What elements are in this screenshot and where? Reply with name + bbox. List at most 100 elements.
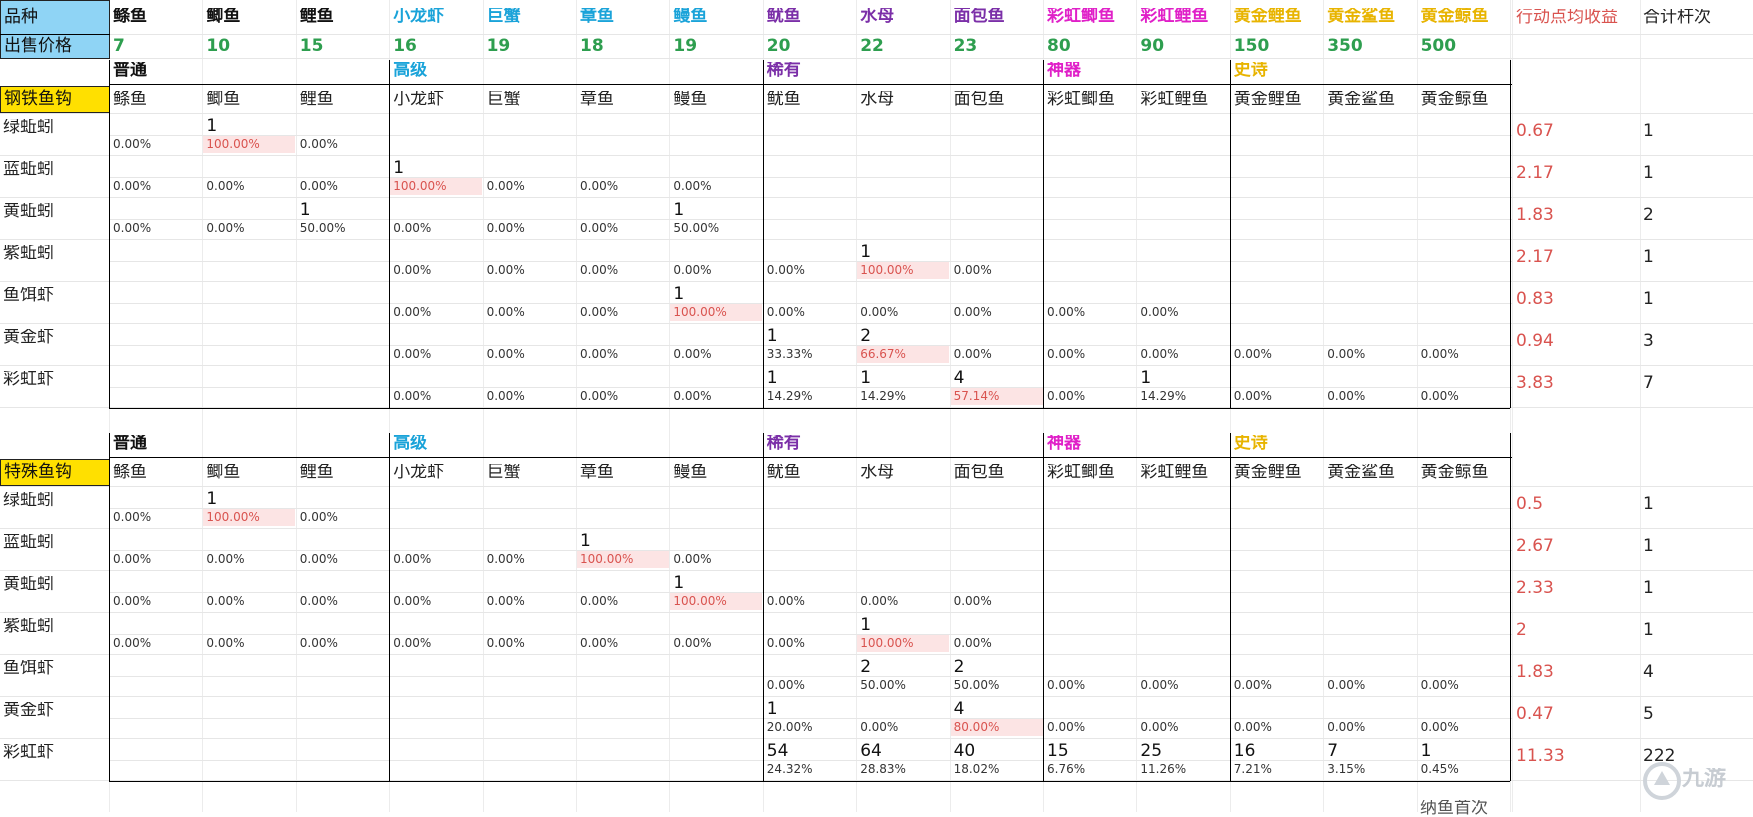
- catch-percent: 50.00%: [673, 221, 720, 235]
- catch-percent: 0.00%: [766, 263, 805, 277]
- catch-percent: 0.00%: [486, 305, 525, 319]
- fish-name-header: 鱿鱼: [766, 8, 801, 25]
- catch-percent: 0.00%: [486, 347, 525, 361]
- tier-label: 稀有: [766, 62, 801, 79]
- catch-percent: 0.00%: [1140, 347, 1179, 361]
- catch-percent: 0.00%: [580, 263, 619, 277]
- hook-label-box: [0, 459, 110, 486]
- fish-name-header: 鲫鱼: [206, 8, 241, 25]
- grid-line: [1640, 0, 1641, 812]
- grid-line: [109, 177, 1512, 178]
- column-name: 鲫鱼: [206, 464, 241, 481]
- grid-line: [1416, 0, 1418, 812]
- fish-name-header: 章鱼: [580, 8, 614, 25]
- column-name: 章鱼: [580, 464, 614, 481]
- catch-percent: 0.00%: [580, 221, 619, 235]
- avg-income-header: 行动点均收益: [1516, 9, 1618, 26]
- catch-percent: 100.00%: [670, 593, 763, 610]
- column-name: 黄金鲸鱼: [1420, 91, 1489, 108]
- catch-count: 1: [673, 202, 685, 219]
- column-name: 彩虹鲫鱼: [1047, 464, 1115, 481]
- grid-line: [0, 528, 1753, 529]
- catch-percent: 50.00%: [860, 678, 906, 692]
- grid-line: [109, 634, 1512, 635]
- grid-line: [109, 408, 1510, 409]
- fish-price: 16: [393, 38, 417, 55]
- catch-percent: 0.00%: [393, 552, 432, 566]
- catch-percent: 3.15%: [1327, 762, 1366, 776]
- catch-count: 1: [393, 160, 405, 177]
- catch-count: 1: [1420, 743, 1432, 760]
- catch-percent: 0.00%: [206, 552, 245, 566]
- fish-price: 10: [206, 38, 231, 55]
- grid-line: [0, 155, 1753, 156]
- column-name: 巨蟹: [486, 91, 521, 108]
- avg-income-value: 2.17: [1516, 249, 1554, 266]
- catch-percent: 0.00%: [299, 179, 338, 193]
- grid-line: [1229, 60, 1231, 408]
- grid-line: [0, 738, 1753, 739]
- column-name: 黄金鲸鱼: [1420, 464, 1489, 481]
- header-label-box: [0, 0, 110, 59]
- fish-name-header: 彩虹鲫鱼: [1047, 8, 1115, 25]
- column-name: 鳗鱼: [673, 464, 708, 481]
- fish-price: 22: [860, 38, 884, 55]
- catch-percent: 0.00%: [1047, 720, 1086, 734]
- fish-price: 90: [1140, 38, 1165, 55]
- grid-line: [109, 219, 1512, 220]
- catch-percent: 0.00%: [393, 347, 432, 361]
- column-name: 小龙虾: [393, 464, 445, 481]
- total-rods-value: 2: [1643, 207, 1654, 224]
- catch-percent: 0.00%: [1140, 678, 1179, 692]
- catch-percent: 0.00%: [1140, 720, 1179, 734]
- catch-percent: 0.00%: [1233, 389, 1272, 403]
- grid-line: [0, 323, 1753, 324]
- catch-percent: 0.00%: [673, 263, 712, 277]
- grid-line: [1043, 433, 1044, 781]
- catch-percent: 0.00%: [486, 263, 525, 277]
- grid-line: [949, 0, 951, 812]
- catch-percent: 0.00%: [1420, 389, 1459, 403]
- bait-label: 黄金虾: [3, 329, 54, 346]
- catch-percent: 0.00%: [673, 389, 712, 403]
- grid-line: [1043, 60, 1044, 408]
- catch-percent: 0.00%: [1233, 720, 1272, 734]
- catch-percent: 0.00%: [766, 305, 805, 319]
- total-rods-value: 1: [1643, 580, 1654, 597]
- grid-line: [0, 654, 1753, 655]
- column-name: 小龙虾: [393, 91, 445, 108]
- grid-line: [0, 780, 1753, 781]
- catch-count: 2: [953, 659, 965, 676]
- catch-count: 1: [299, 202, 311, 219]
- catch-percent: 0.00%: [580, 636, 619, 650]
- column-name: 鲤鱼: [299, 464, 334, 481]
- catch-percent: 24.32%: [766, 762, 813, 776]
- header-price-label: 出售价格: [0, 34, 109, 58]
- column-name: 鲦鱼: [113, 464, 147, 481]
- catch-count: 1: [206, 491, 218, 508]
- catch-percent: 0.00%: [860, 720, 899, 734]
- avg-income-value: 0.5: [1516, 496, 1544, 513]
- fish-price: 18: [580, 38, 604, 55]
- grid-line: [202, 0, 204, 812]
- grid-line: [0, 486, 1753, 487]
- catch-percent: 0.00%: [113, 510, 152, 524]
- catch-percent: 0.00%: [393, 221, 432, 235]
- catch-percent: 0.00%: [299, 552, 338, 566]
- total-rods-value: 5: [1643, 706, 1654, 723]
- grid-line: [109, 433, 110, 781]
- catch-percent: 0.00%: [113, 636, 152, 650]
- catch-percent: 0.00%: [113, 137, 152, 151]
- column-name: 彩虹鲤鱼: [1140, 91, 1209, 108]
- catch-percent: 0.00%: [580, 347, 619, 361]
- avg-income-value: 2.33: [1516, 580, 1554, 597]
- fish-name-header: 彩虹鲤鱼: [1140, 8, 1209, 25]
- catch-percent: 0.00%: [1420, 347, 1459, 361]
- fish-price: 350: [1327, 38, 1363, 55]
- catch-count: 1: [580, 533, 591, 550]
- grid-line: [0, 58, 1753, 59]
- grid-line: [109, 60, 110, 408]
- avg-income-value: 0.67: [1516, 123, 1554, 140]
- catch-percent: 0.00%: [486, 389, 525, 403]
